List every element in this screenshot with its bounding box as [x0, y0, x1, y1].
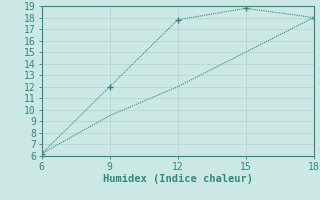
X-axis label: Humidex (Indice chaleur): Humidex (Indice chaleur) — [103, 174, 252, 184]
